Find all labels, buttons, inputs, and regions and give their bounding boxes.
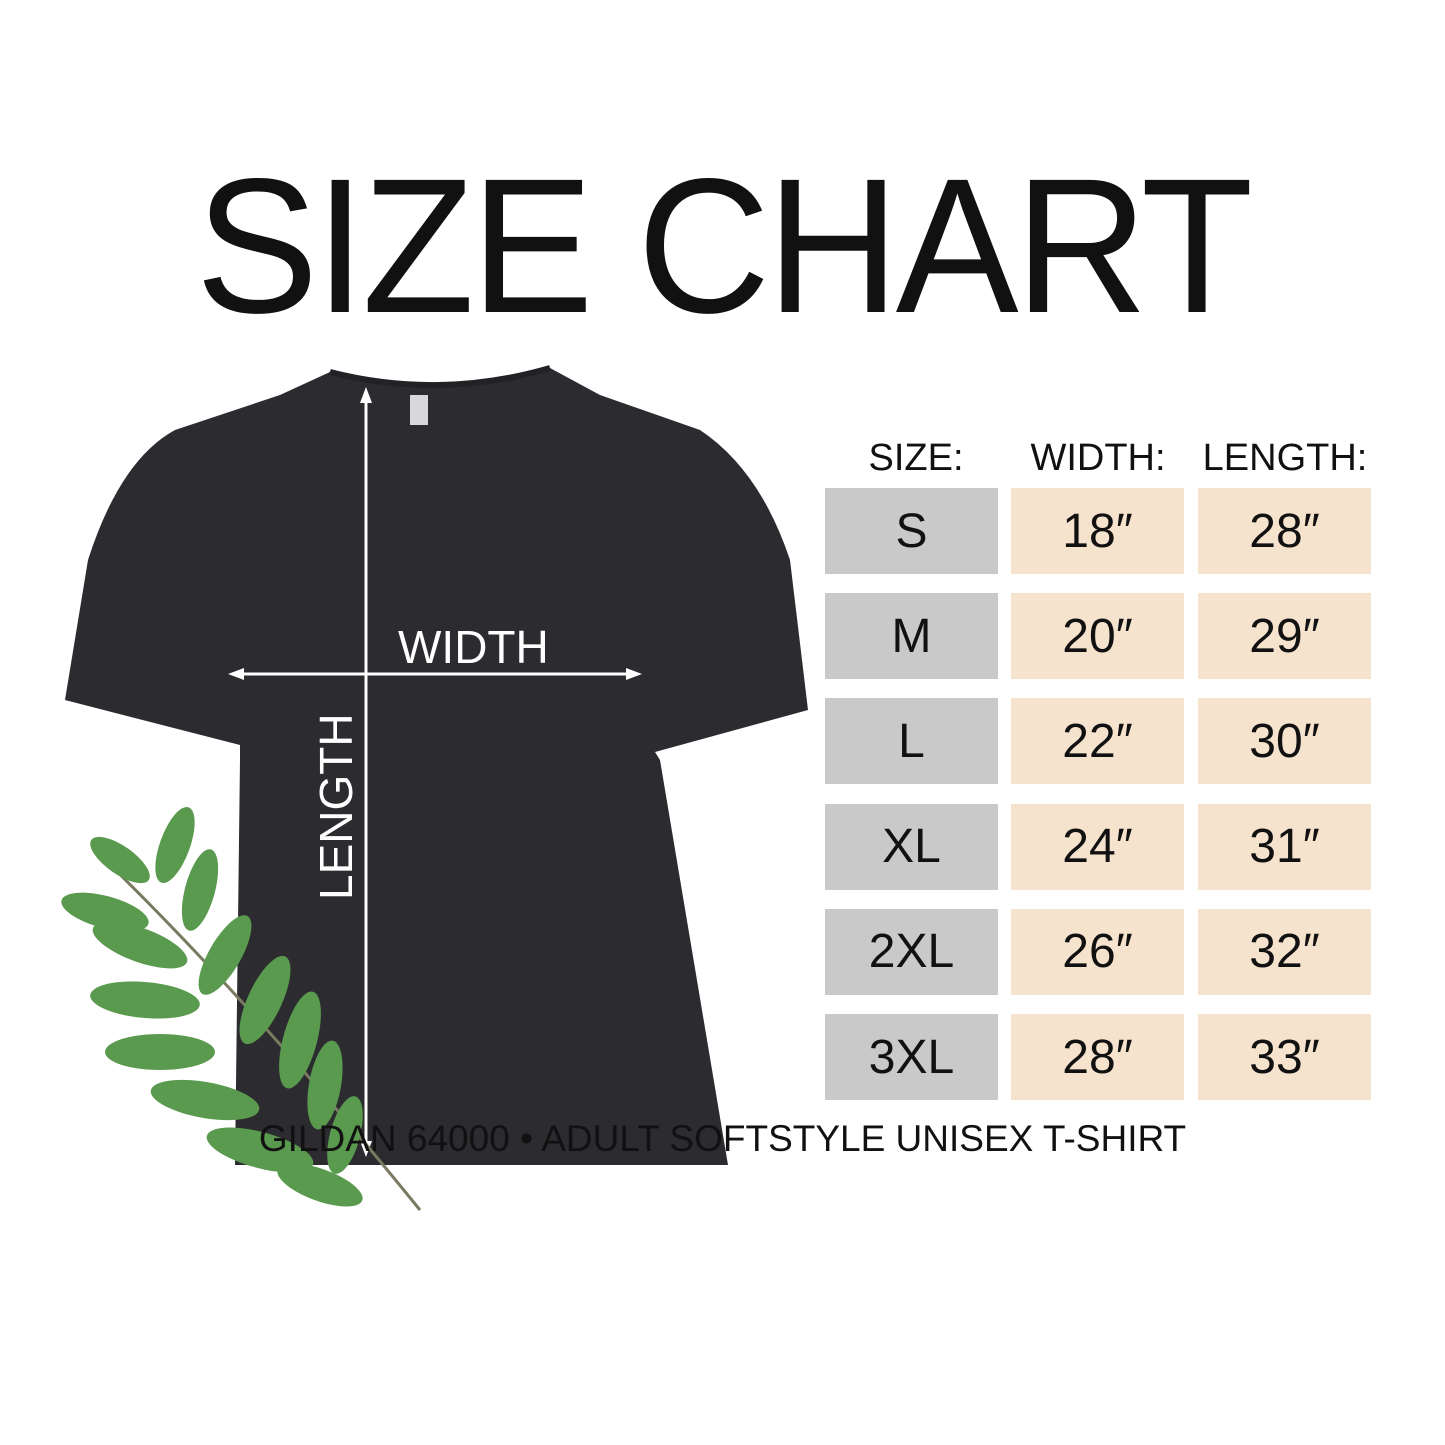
size-cell: 3XL — [825, 1014, 998, 1100]
length-cell: 33″ — [1198, 1014, 1371, 1100]
size-cell: L — [825, 698, 998, 785]
length-cell: 31″ — [1198, 803, 1371, 890]
size-cell: XL — [825, 803, 998, 890]
size-cell: S — [825, 488, 998, 574]
length-label: LENGTH — [310, 713, 362, 900]
width-cell: 28″ — [1011, 1014, 1184, 1100]
tshirt-shape — [65, 368, 808, 1165]
size-cell: 2XL — [825, 908, 998, 995]
header-size: SIZE: — [868, 437, 964, 479]
leaf-branch — [61, 807, 422, 1211]
shirt-tag — [410, 395, 428, 425]
width-label: WIDTH — [398, 621, 549, 673]
length-cell: 30″ — [1198, 698, 1371, 785]
collar — [329, 365, 551, 389]
width-cell: 18″ — [1011, 488, 1184, 574]
size-cell: M — [825, 593, 998, 680]
length-cell: 28″ — [1198, 488, 1371, 574]
page-title: SIZE CHART — [195, 138, 1253, 353]
header-width: WIDTH: — [1030, 437, 1166, 479]
length-cell: 29″ — [1198, 593, 1371, 680]
width-arrow — [228, 668, 642, 680]
length-arrow — [360, 387, 372, 1157]
width-cell: 22″ — [1011, 698, 1184, 785]
width-cell: 20″ — [1011, 593, 1184, 680]
length-cell: 32″ — [1198, 908, 1371, 995]
width-cell: 24″ — [1011, 803, 1184, 890]
header-length: LENGTH: — [1202, 437, 1368, 479]
width-cell: 26″ — [1011, 908, 1184, 995]
product-caption: GILDAN 64000 • ADULT SOFTSTYLE UNISEX T-… — [258, 1118, 1187, 1159]
